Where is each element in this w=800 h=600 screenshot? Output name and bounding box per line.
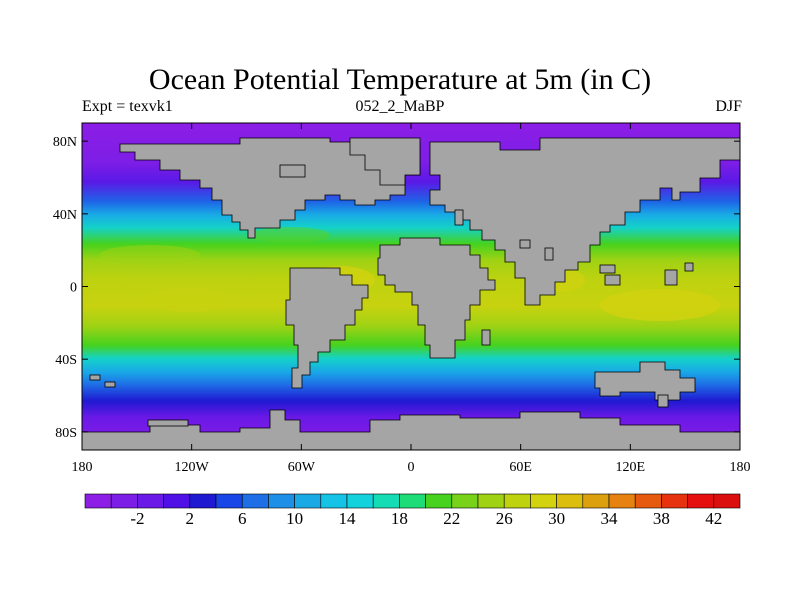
colorbar: -2 2 6 10 14 18 22 26 30 34 38 42 [84, 493, 741, 528]
colorbar-label: 18 [391, 509, 408, 528]
landmass-antarctica [82, 409, 740, 450]
colorbar-box [582, 493, 610, 509]
colorbar-box [215, 493, 243, 509]
landmass-australia [594, 361, 696, 401]
y-tick-label: 40N [53, 208, 77, 223]
colorbar-box [399, 493, 426, 509]
colorbar-box [163, 493, 191, 509]
x-tick-label: 120W [175, 460, 210, 475]
landmass-island [454, 209, 464, 226]
landmass-island [89, 374, 101, 381]
colorbar-label: 38 [653, 509, 670, 528]
time-period-label: 052_2_MaBP [355, 98, 445, 115]
colorbar-box [661, 493, 688, 509]
latitude-axis: 80N 40N 0 40S 80S [53, 135, 740, 441]
map-title: Ocean Potential Temperature at 5m (in C) [148, 63, 652, 96]
colorbar-label: 42 [705, 509, 722, 528]
y-tick-label: 80N [53, 135, 77, 150]
experiment-label: Expt = texvk1 [82, 98, 173, 115]
colorbar-label: 6 [238, 509, 247, 528]
landmass-island [147, 419, 189, 427]
x-tick-label: 0 [408, 460, 415, 475]
colorbar-box [687, 493, 715, 509]
landmass-island [599, 264, 616, 274]
colorbar-box [530, 493, 557, 509]
colorbar-label: 14 [339, 509, 357, 528]
longitude-axis: 180 120W 60W 0 60E 120E 180 [72, 123, 751, 475]
landmass-island [604, 274, 621, 286]
colorbar-label: 2 [186, 509, 195, 528]
colorbar-box [137, 493, 164, 509]
colorbar-box [556, 493, 584, 509]
landmass-island [664, 269, 678, 286]
map-plot-area [82, 123, 740, 450]
colorbar-label: 22 [443, 509, 460, 528]
colorbar-box [84, 493, 112, 509]
colorbar-box [713, 493, 741, 509]
landmass-island [519, 239, 531, 249]
colorbar-box [425, 493, 453, 509]
landmass-africa [377, 237, 496, 359]
landmass-island [481, 329, 491, 346]
colorbar-box [268, 493, 295, 509]
landmass-greenland [349, 137, 421, 186]
y-tick-label: 40S [55, 353, 77, 368]
landmass-island [279, 164, 306, 178]
season-label: DJF [715, 98, 742, 115]
landmass-south-america [285, 267, 369, 389]
colorbar-label: 26 [496, 509, 513, 528]
x-tick-label: 180 [72, 460, 93, 475]
colorbar-box [372, 493, 400, 509]
x-tick-label: 60W [288, 460, 316, 475]
colorbar-box [294, 493, 322, 509]
colorbar-box [346, 493, 374, 509]
colorbar-label: 10 [286, 509, 303, 528]
colorbar-box [110, 493, 138, 509]
y-tick-label: 0 [70, 281, 77, 296]
colorbar-label: -2 [130, 509, 144, 528]
colorbar-box [189, 493, 217, 509]
continents [82, 137, 740, 450]
landmass-island [544, 247, 554, 261]
colorbar-box [634, 493, 662, 509]
colorbar-box [503, 493, 531, 509]
colorbar-box [477, 493, 505, 509]
landmass-island [657, 394, 669, 408]
x-tick-label: 180 [730, 460, 751, 475]
y-tick-label: 80S [55, 426, 77, 441]
colorbar-box [451, 493, 479, 509]
landmass-north-america [119, 137, 421, 239]
landmass-island [684, 262, 694, 272]
colorbar-box [608, 493, 636, 509]
colorbar-label: 30 [548, 509, 565, 528]
colorbar-box [241, 493, 269, 509]
colorbar-label: 34 [601, 509, 619, 528]
colorbar-box [320, 493, 348, 509]
x-tick-label: 60E [509, 460, 532, 475]
x-tick-label: 120E [616, 460, 646, 475]
landmass-island [104, 381, 116, 388]
